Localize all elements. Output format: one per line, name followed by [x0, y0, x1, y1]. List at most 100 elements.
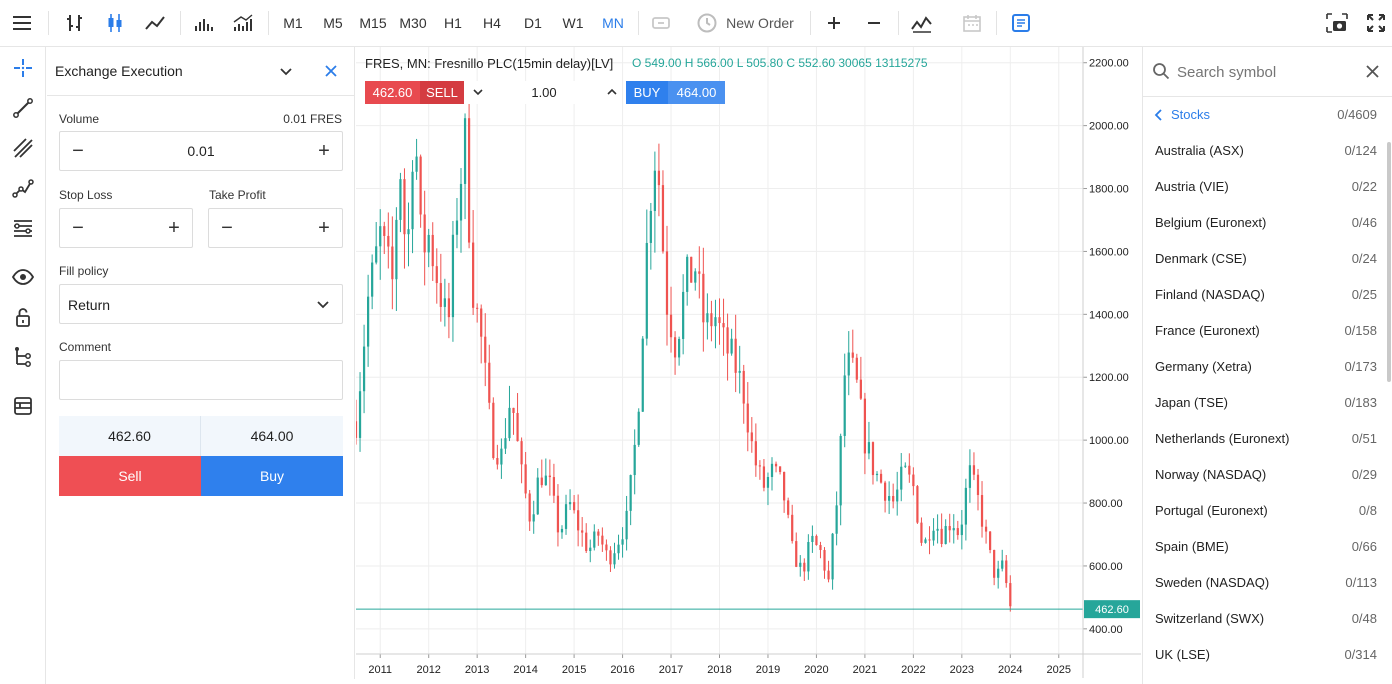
trend-line-icon[interactable]: [9, 94, 37, 122]
volume-stepper[interactable]: − 0.01 +: [59, 131, 343, 171]
timeframe-mn[interactable]: MN: [602, 15, 624, 31]
list-item[interactable]: Denmark (CSE) 0/24: [1143, 241, 1387, 277]
quick-buy-button[interactable]: BUY: [626, 81, 668, 104]
candle-body: [823, 550, 826, 571]
polyline-icon[interactable]: [9, 174, 37, 202]
screenshot-icon[interactable]: [1322, 8, 1352, 38]
list-item[interactable]: Netherlands (Euronext) 0/51: [1143, 421, 1387, 457]
price-chart[interactable]: 2200.00 2000.00 1800.00 1600.00 1400.00 1200.…: [356, 47, 1141, 679]
candlestick-chart-type-icon[interactable]: [101, 8, 129, 38]
crosshair-icon[interactable]: [9, 54, 37, 82]
layers-icon[interactable]: [9, 392, 37, 420]
list-item[interactable]: Germany (Xetra) 0/173: [1143, 349, 1387, 385]
list-item[interactable]: UK (LSE) 0/314: [1143, 637, 1387, 673]
fill-policy-select[interactable]: Return: [59, 284, 343, 324]
close-icon[interactable]: [324, 64, 338, 81]
indicators-icon[interactable]: [229, 8, 257, 38]
sell-price: 462.60: [59, 416, 201, 456]
execution-type-select[interactable]: Exchange Execution: [55, 63, 183, 79]
candle-body: [980, 495, 984, 527]
timeframe-h1[interactable]: H1: [444, 15, 462, 31]
object-tree-icon[interactable]: [9, 343, 37, 371]
timeframe-h4[interactable]: H4: [483, 15, 501, 31]
comment-field[interactable]: [59, 360, 343, 400]
y-tick-label: 400.00: [1089, 624, 1123, 636]
plus-icon[interactable]: +: [318, 139, 330, 162]
candle-body: [435, 266, 438, 284]
timeframe-d1[interactable]: D1: [524, 15, 542, 31]
volume-hint: 0.01 FRES: [283, 112, 342, 126]
calendar-icon[interactable]: [958, 8, 986, 38]
candle-body: [633, 444, 636, 476]
timeframe-m1[interactable]: M1: [283, 15, 303, 31]
strategy-tester-icon[interactable]: [908, 8, 936, 38]
clock-icon[interactable]: [694, 8, 720, 38]
timeframe-m15[interactable]: M15: [359, 15, 387, 31]
symbol-search-input[interactable]: [1177, 61, 1347, 83]
candle-body: [621, 539, 624, 545]
candle-body: [770, 463, 774, 477]
list-item[interactable]: France (Euronext) 0/158: [1143, 313, 1387, 349]
sell-button[interactable]: Sell: [59, 456, 201, 496]
eye-icon[interactable]: [9, 263, 37, 291]
chevron-down-icon[interactable]: [472, 86, 484, 101]
lock-icon[interactable]: [9, 303, 37, 331]
candle-body: [484, 336, 487, 363]
minus-icon[interactable]: −: [72, 139, 84, 162]
stop-loss-stepper[interactable]: − +: [59, 208, 193, 248]
list-item[interactable]: Belgium (Euronext) 0/46: [1143, 205, 1387, 241]
list-item[interactable]: Australia (ASX) 0/124: [1143, 133, 1387, 169]
order-panel-toggle-icon[interactable]: [1007, 8, 1035, 38]
candle-body: [1005, 560, 1008, 584]
list-item[interactable]: Finland (NASDAQ) 0/25: [1143, 277, 1387, 313]
symbol-group-name: Netherlands (Euronext): [1155, 431, 1290, 446]
chevron-down-icon[interactable]: [279, 65, 293, 82]
timeframe-w1[interactable]: W1: [562, 15, 584, 31]
quick-sell-button[interactable]: SELL: [420, 81, 464, 104]
volume-input[interactable]: 0.01: [187, 143, 215, 159]
fibonacci-icon[interactable]: [9, 214, 37, 242]
zoom-out-icon[interactable]: [860, 8, 888, 38]
menu-icon[interactable]: [8, 8, 36, 38]
y-tick-label: 2000.00: [1089, 121, 1129, 133]
category-back-button[interactable]: Stocks 0/4609: [1143, 97, 1387, 133]
list-item[interactable]: Switzerland (SWX) 0/48: [1143, 601, 1387, 637]
list-item[interactable]: Austria (VIE) 0/22: [1143, 169, 1387, 205]
minus-icon[interactable]: −: [221, 216, 233, 239]
volume-icon[interactable]: [190, 8, 218, 38]
take-profit-stepper[interactable]: − +: [208, 208, 343, 248]
new-order-button[interactable]: New Order: [726, 15, 794, 31]
y-tick-label: 800.00: [1089, 498, 1123, 510]
scrollbar[interactable]: [1387, 142, 1391, 382]
candle-body: [993, 549, 996, 578]
fullscreen-icon[interactable]: [1362, 8, 1390, 38]
list-item[interactable]: Sweden (NASDAQ) 0/113: [1143, 565, 1387, 601]
symbol-group-name: Switzerland (SWX): [1155, 611, 1265, 626]
ohlc-readout: O 549.00 H 566.00 L 505.80 C 552.60 3006…: [632, 56, 928, 70]
list-item[interactable]: Spain (BME) 0/66: [1143, 529, 1387, 565]
candle-body: [383, 226, 386, 236]
list-item[interactable]: Portugal (Euronext) 0/8: [1143, 493, 1387, 529]
close-icon[interactable]: [1366, 65, 1379, 81]
x-tick-label: 2014: [513, 664, 537, 676]
list-item[interactable]: Norway (NASDAQ) 0/29: [1143, 457, 1387, 493]
buy-button[interactable]: Buy: [201, 456, 343, 496]
line-chart-type-icon[interactable]: [141, 8, 169, 38]
timeframe-m5[interactable]: M5: [323, 15, 343, 31]
plus-icon[interactable]: +: [168, 216, 180, 239]
plus-icon[interactable]: +: [318, 216, 330, 239]
quick-buy-price[interactable]: 464.00: [668, 81, 725, 104]
timeframe-m30[interactable]: M30: [399, 15, 427, 31]
chart-canvas[interactable]: 2200.00 2000.00 1800.00 1600.00 1400.00 1200.…: [356, 47, 1141, 679]
quick-volume-field[interactable]: 1.00: [466, 81, 622, 104]
list-item[interactable]: Japan (TSE) 0/183: [1143, 385, 1387, 421]
candle-body: [774, 463, 778, 467]
one-click-trading-icon[interactable]: [647, 8, 675, 38]
parallel-channel-icon[interactable]: [9, 134, 37, 162]
minus-icon[interactable]: −: [72, 216, 84, 239]
chevron-up-icon[interactable]: [606, 86, 618, 101]
zoom-in-icon[interactable]: [820, 8, 848, 38]
symbol-group-count: 0/24: [1351, 251, 1377, 266]
bar-chart-type-icon[interactable]: [61, 8, 89, 38]
quick-sell-price[interactable]: 462.60: [365, 81, 420, 104]
